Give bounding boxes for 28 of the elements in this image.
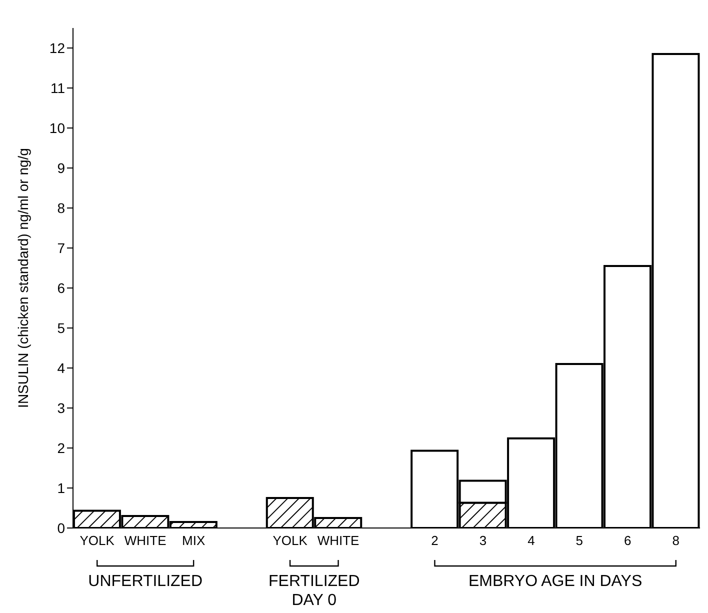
y-tick-label: 8	[57, 200, 66, 216]
x-tick-label: YOLK	[80, 533, 115, 548]
y-tick-label: 5	[57, 320, 66, 336]
y-tick-label: 3	[57, 400, 66, 416]
y-tick-label: 4	[57, 360, 66, 376]
text: UNFERTILIZED	[87, 572, 204, 591]
y-tick-label: 7	[57, 240, 66, 256]
x-tick-label: 4	[528, 533, 535, 548]
text: FERTILIZED DAY 0	[268, 572, 361, 610]
x-tick-label: WHITE	[317, 533, 360, 548]
y-tick-label: 12	[49, 40, 66, 56]
x-tick-label: 8	[672, 533, 680, 548]
y-tick-label: 10	[49, 120, 66, 136]
x-tick-label: MIX	[182, 533, 206, 548]
y-tick-label: 1	[57, 480, 66, 496]
text: EMBRYO AGE IN DAYS	[467, 572, 644, 591]
y-tick-label: 2	[57, 440, 66, 456]
y-tick-label: 6	[57, 280, 66, 296]
x-tick-label: 5	[576, 533, 584, 548]
y-axis-title: INSULIN (chicken standard) ng/ml or ng/g	[14, 148, 31, 408]
x-tick-label: YOLK	[272, 533, 308, 548]
y-tick-label: 0	[57, 520, 66, 536]
x-tick-label: WHITE	[124, 533, 167, 548]
x-tick-label: 3	[479, 533, 487, 548]
y-tick-label: 11	[50, 80, 66, 96]
x-tick-label: 6	[624, 533, 632, 548]
y-tick-label: 9	[57, 160, 66, 176]
x-tick-label: 2	[431, 533, 438, 548]
